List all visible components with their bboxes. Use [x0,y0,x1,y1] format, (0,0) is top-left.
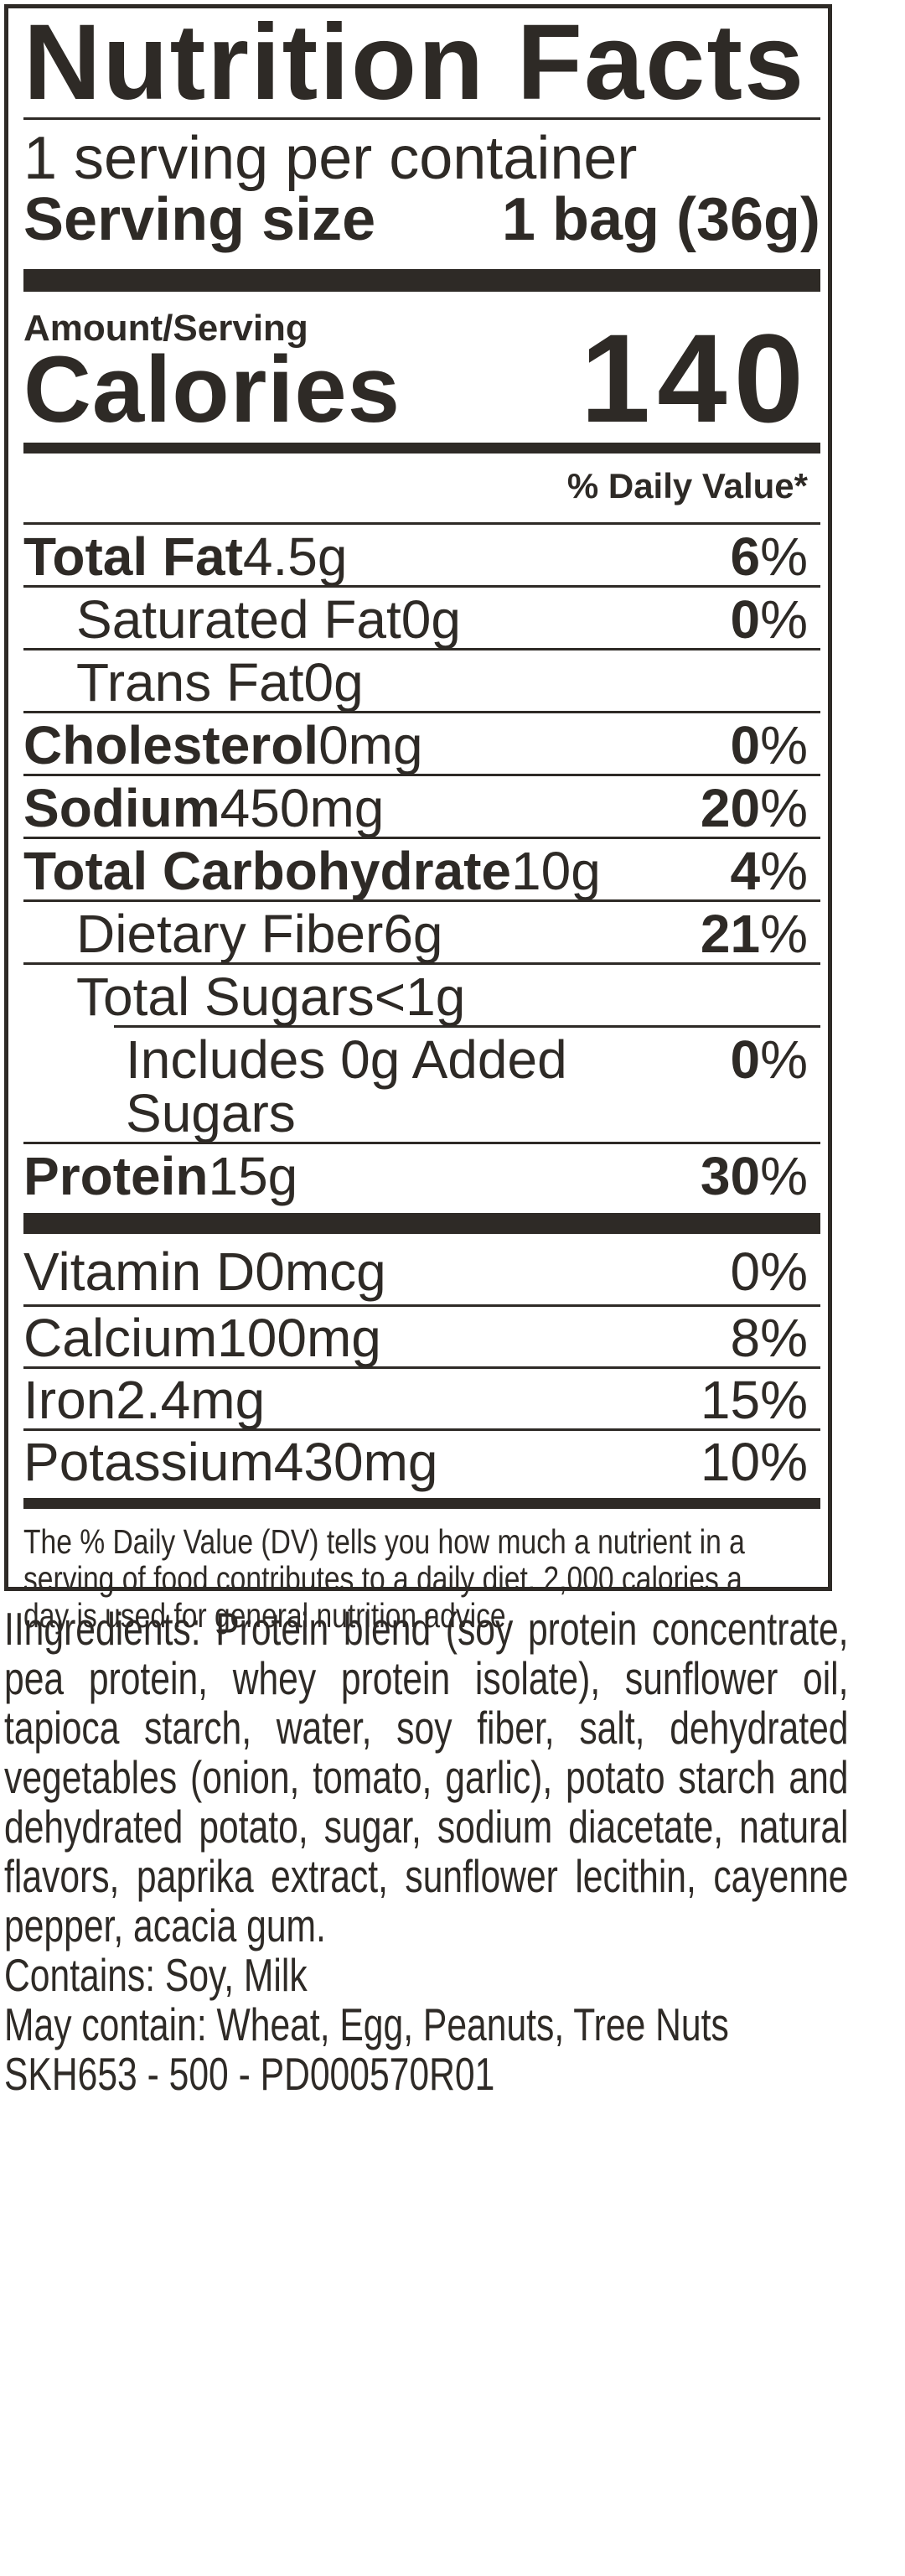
nutrient-dv: 0% [730,589,809,650]
nutrition-facts-panel: Nutrition Facts 1 serving per container … [4,3,832,1634]
nutrient-dv: 21% [700,904,808,964]
serving-size-value: 1 bag (36g) [501,186,820,253]
daily-value-footnote: The % Daily Value (DV) tells you how muc… [23,1523,779,1634]
calories-label: Calories [23,337,401,442]
nutrient-amount: 15g [208,1146,298,1206]
footnote-line: day is used for general nutrition advice… [23,1596,514,1635]
ingredients-line: IIngredients: Protein blend (soy protein… [4,1603,849,1655]
ingredients-line: tapioca starch, water, soy fiber, salt, … [4,1702,849,1754]
lot-code: SKH653 - 500 - PD000570R01 [4,2048,495,2100]
nutrient-name: Total Sugars [76,967,375,1027]
nutrient-row-sodium: Sodium 450mg 20% [23,774,820,837]
panel-title: Nutrition Facts [23,3,806,122]
nutrient-name: Includes 0g Added Sugars [126,1029,567,1143]
nutrient-name: Vitamin D [23,1241,256,1302]
daily-value-header: % Daily Value* [566,466,808,505]
nutrient-row-cholesterol: Cholesterol 0mg 0% [23,711,820,774]
calories-value: 140 [580,308,810,448]
nutrient-amount: 4.5g [242,526,348,587]
nutrient-amount: 430mg [273,1432,438,1492]
divider-thin [23,117,820,120]
nutrient-dv: 8% [730,1308,809,1368]
nutrient-name: Saturated Fat [76,589,401,650]
nutrient-dv: 10% [700,1432,808,1492]
nutrient-name: Sodium [23,778,220,838]
nutrient-dv: 0% [730,1029,809,1090]
micronutrient-row-calcium: Calcium 100mg 8% [23,1304,820,1366]
nutrient-dv: 0% [730,715,809,775]
nutrient-row-saturated-fat: Saturated Fat 0g 0% [23,585,820,648]
nutrient-amount: 2.4mg [116,1370,266,1430]
nutrient-dv: 30% [700,1146,808,1206]
nutrient-name: Total Carbohydrate [23,841,511,901]
nutrient-row-protein: Protein 15g 30% [23,1142,820,1213]
footnote-line: serving of food contributes to a daily d… [23,1559,742,1598]
nutrient-row-dietary-fiber: Dietary Fiber 6g 21% [23,899,820,962]
nutrient-name: Cholesterol [23,715,319,775]
nutrient-name: Potassium [23,1432,274,1492]
footnote-line: The % Daily Value (DV) tells you how muc… [23,1522,745,1561]
contains-statement: Contains: Soy, Milk [4,1949,308,2001]
ingredients-line: flavors, paprika extract, sunflower leci… [4,1850,849,1902]
nutrient-name: Calcium [23,1308,218,1368]
may-contain-statement: May contain: Wheat, Egg, Peanuts, Tree N… [4,1998,729,2050]
nutrient-amount: <1g [374,967,466,1027]
nutrient-amount: 0g [303,652,364,713]
nutrient-row-total-sugars: Total Sugars <1g [23,962,820,1025]
nutrient-name: Total Fat [23,526,243,587]
nutrient-name: Protein [23,1146,209,1206]
nutrient-dv: 6% [730,526,809,587]
ingredients-line: pea protein, whey protein isolate), sunf… [4,1652,849,1704]
nutrient-dv: 0% [730,1241,809,1302]
nutrient-row-total-fat: Total Fat 4.5g 6% [23,522,820,585]
nutrient-row-added-sugars: Includes 0g Added Sugars 0% [114,1025,820,1142]
nutrient-amount: 450mg [220,778,385,838]
ingredients-line: dehydrated potato, sugar, sodium diaceta… [4,1801,849,1853]
divider-thick [23,269,820,292]
calories-section: Amount/Serving Calories 140 [23,292,820,442]
nutrient-dv: 4% [730,841,809,901]
nutrient-amount: 10g [511,841,601,901]
ingredients-block: IIngredients: Protein blend (soy protein… [4,1604,848,2099]
nutrient-amount: 0g [401,589,461,650]
nutrient-name: Dietary Fiber [76,904,384,964]
serving-size-row: Serving size 1 bag (36g) [23,186,820,253]
ingredients-line: vegetables (onion, tomato, garlic), pota… [4,1751,849,1803]
nutrient-name: Trans Fat [76,652,304,713]
nutrient-amount: 6g [383,904,443,964]
amount-per-serving-label: Amount/Serving [23,308,308,349]
divider-medium [23,1498,820,1509]
nutrient-dv [808,970,820,1024]
nutrient-name: Iron [23,1370,116,1430]
nutrient-row-total-carbohydrate: Total Carbohydrate 10g 4% [23,837,820,899]
nutrient-amount: 100mg [217,1308,381,1368]
servings-per-container: 1 serving per container [23,125,638,192]
nutrient-amount: 0mg [318,715,423,775]
serving-size-label: Serving size [23,186,376,253]
nutrient-amount: 0mcg [255,1241,386,1302]
nutrient-dv: 15% [700,1370,808,1430]
micronutrient-row-potassium: Potassium 430mg 10% [23,1428,820,1498]
micronutrient-row-vitamin-d: Vitamin D 0mcg 0% [23,1234,820,1304]
divider-thick [23,1213,820,1234]
ingredients-line: pepper, acacia gum. [4,1900,326,1951]
divider-medium [23,443,820,454]
nutrient-row-trans-fat: Trans Fat 0g [23,648,820,711]
nutrient-dv [808,656,820,709]
nutrient-dv: 20% [700,778,808,838]
micronutrient-row-iron: Iron 2.4mg 15% [23,1366,820,1428]
